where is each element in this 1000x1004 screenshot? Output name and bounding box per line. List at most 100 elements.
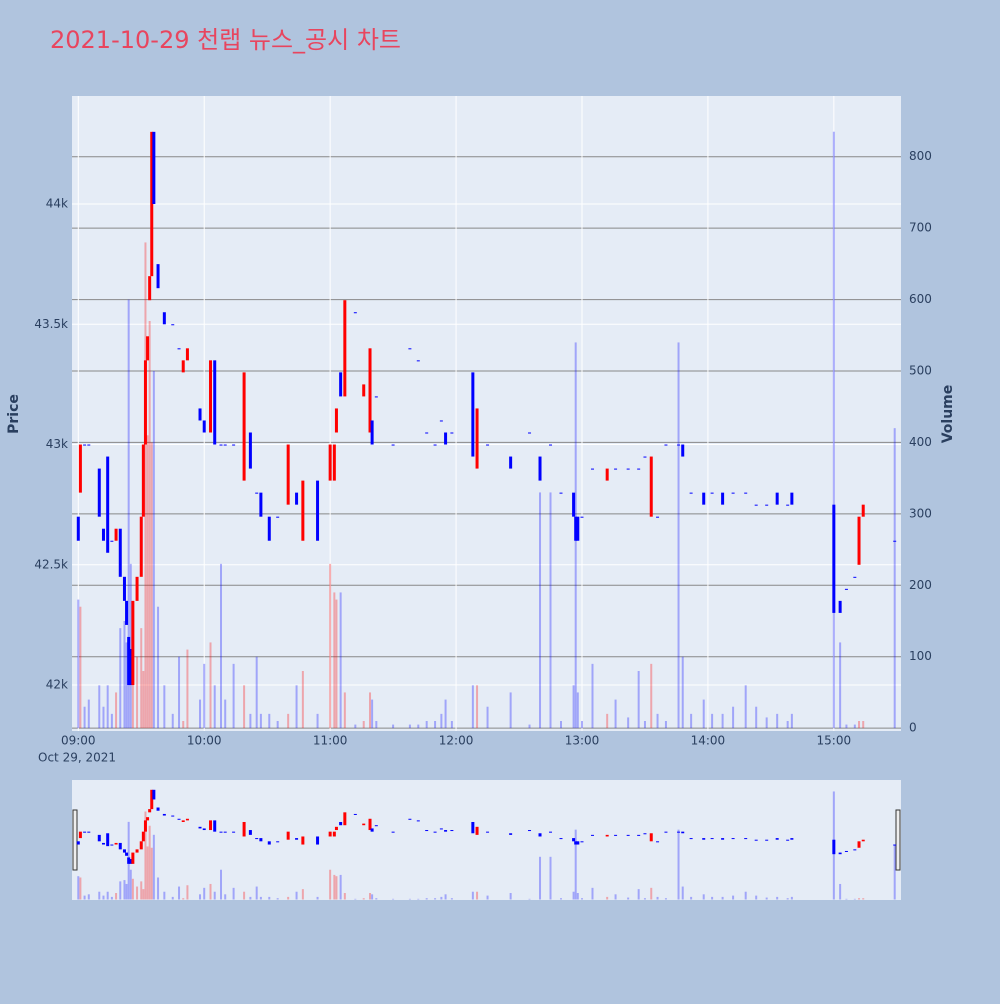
candle	[549, 444, 553, 446]
slider-volume-bar	[77, 876, 80, 900]
volume-bar	[732, 706, 735, 729]
candle	[332, 444, 336, 481]
volume-bar	[614, 699, 617, 729]
candle	[626, 468, 630, 470]
slider-candle	[213, 820, 217, 832]
volume-bar	[110, 713, 113, 729]
volume-bar	[123, 621, 126, 729]
x-tick-label: 12:00	[439, 734, 474, 748]
volume-bar	[408, 724, 411, 729]
slider-candle	[353, 813, 357, 815]
volume-bar	[893, 428, 896, 729]
candle	[259, 492, 263, 517]
candle	[450, 432, 454, 434]
x-tick-label: 15:00	[817, 734, 852, 748]
volume-bar	[560, 721, 563, 729]
volume-bar	[702, 699, 705, 729]
slider-volume-bar	[650, 887, 653, 900]
candle	[150, 131, 154, 277]
slider-volume-bar	[580, 898, 583, 900]
candle	[76, 516, 80, 541]
slider-volume-bar	[152, 834, 155, 900]
slider-candle	[486, 831, 490, 833]
y-tick-label: 44k	[46, 196, 68, 210]
slider-candle	[127, 857, 131, 864]
slider-candle	[857, 841, 861, 848]
candle	[710, 492, 714, 494]
slider-candle	[471, 821, 475, 834]
volume-bar	[637, 671, 640, 729]
candle	[475, 408, 479, 469]
candle	[368, 348, 372, 433]
slider-volume-bar	[744, 891, 747, 900]
slider-candle	[328, 831, 332, 837]
volume-bar	[681, 656, 684, 729]
slider-candle	[295, 838, 299, 840]
slider-volume-bar	[115, 893, 118, 900]
y-tick-label: 43k	[46, 437, 68, 451]
slider-candle	[343, 812, 347, 826]
candle	[185, 348, 189, 361]
slider-candle	[450, 830, 454, 832]
slider-volume-bar	[711, 896, 714, 900]
slider-volume-bar	[721, 896, 724, 900]
volume-bar	[186, 649, 189, 729]
slider-candle	[439, 828, 443, 830]
candle	[408, 348, 412, 350]
volume-bar	[259, 713, 262, 729]
volume-bar	[343, 692, 346, 729]
slider-volume-bar	[199, 894, 202, 900]
slider-volume-bar	[259, 896, 262, 900]
slider-candle	[754, 839, 758, 841]
candle	[110, 540, 114, 542]
candle	[656, 516, 660, 518]
slider-candle	[444, 830, 448, 832]
candle	[101, 528, 105, 541]
slider-candle	[538, 833, 542, 837]
slider-volume-bar	[106, 891, 109, 900]
volume-bar	[664, 721, 667, 729]
slider-volume-bar	[656, 896, 659, 900]
slider-candle	[838, 852, 842, 855]
candle	[844, 588, 848, 590]
slider-volume-bar	[157, 877, 160, 900]
range-slider[interactable]	[72, 780, 901, 900]
volume-bar	[136, 656, 139, 729]
slider-volume-bar	[125, 883, 128, 900]
slider-volume-bar	[702, 894, 705, 900]
candle	[286, 444, 290, 505]
slider-volume-bar	[560, 898, 563, 900]
chart-title: 2021-10-29 천랩 뉴스_공시 차트	[50, 26, 401, 54]
x-tick-label: 10:00	[187, 734, 222, 748]
candle	[538, 456, 542, 481]
candle	[731, 492, 735, 494]
slider-candle	[853, 849, 857, 851]
candle	[614, 468, 618, 470]
range-handle-right[interactable]	[895, 809, 901, 871]
candle	[391, 444, 395, 446]
candle	[339, 372, 343, 397]
candle	[754, 504, 758, 506]
slider-candle	[475, 826, 479, 835]
candle	[649, 456, 653, 517]
volume-bar	[301, 671, 304, 729]
plot-area	[72, 96, 901, 731]
volume-bar	[295, 685, 298, 729]
y2-tick-label: 500	[909, 364, 932, 378]
slider-candle	[146, 817, 150, 821]
volume-bar	[790, 713, 793, 729]
slider-candle	[580, 841, 584, 843]
slider-volume-bar	[249, 896, 252, 900]
volume-bar	[832, 131, 835, 729]
candle	[861, 504, 865, 517]
candle	[744, 492, 748, 494]
slider-candle	[362, 823, 366, 826]
candle	[853, 576, 857, 578]
slider-candle	[219, 831, 223, 833]
slider-candle	[209, 820, 213, 831]
slider-volume-bar	[371, 894, 374, 900]
volume-bar	[339, 592, 342, 729]
slider-candle	[276, 841, 280, 843]
candle	[689, 492, 693, 494]
range-handle-left[interactable]	[72, 809, 78, 871]
